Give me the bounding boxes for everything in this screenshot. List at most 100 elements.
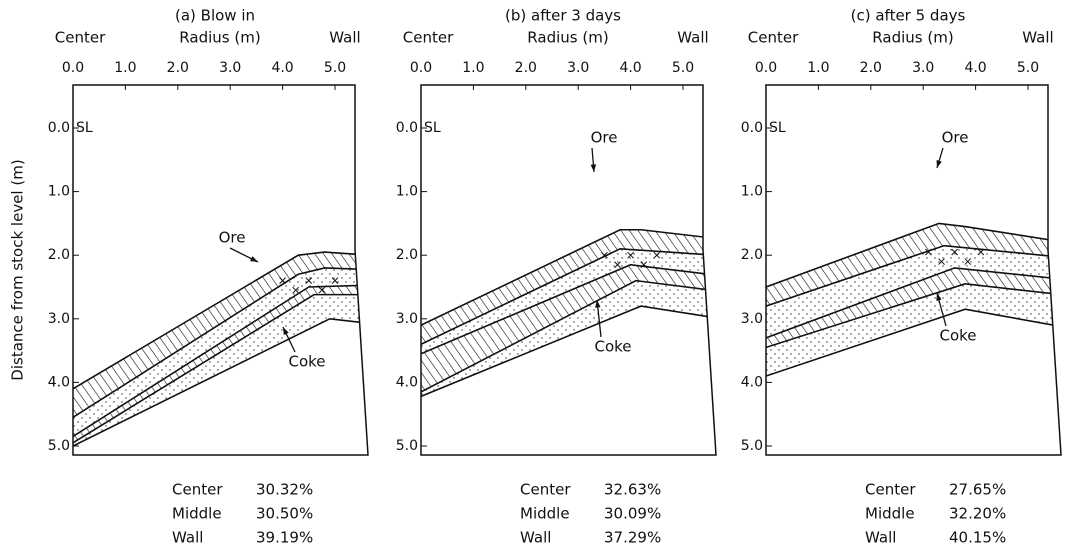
summary-label: Middle (865, 505, 915, 523)
y-tick-label: 2.0 (48, 247, 70, 263)
x-tick-label: 2.0 (860, 60, 882, 76)
y-tick-label: 1.0 (396, 184, 418, 200)
summary-value: 40.15% (949, 529, 1006, 547)
y-tick-label: 5.0 (396, 438, 418, 454)
panel-title: (c) after 5 days (851, 7, 966, 25)
summary-value: 30.09% (604, 505, 661, 523)
coke-arrowhead (595, 300, 601, 308)
burden-layers (421, 228, 716, 398)
stock-level: SL (424, 120, 441, 136)
sample-mark (331, 277, 339, 284)
sample-mark (951, 248, 958, 256)
x-tick-label: 5.0 (324, 60, 346, 76)
layer-boundary (421, 305, 716, 398)
x-tick-label: 2.0 (515, 60, 537, 76)
y-tick-label: 0.0 (396, 120, 418, 136)
x-tick-label: 0.0 (62, 60, 84, 76)
y-tick-label: 2.0 (741, 247, 763, 263)
summary-label: Center (865, 481, 916, 499)
layer-boundary (766, 222, 1061, 288)
burden-layers (766, 222, 1061, 377)
summary-value: 37.29% (604, 529, 661, 547)
coke-layer (766, 245, 1061, 338)
summary-value: 27.65% (949, 481, 1006, 499)
sample-mark (964, 258, 972, 265)
ore-label: Ore (219, 229, 246, 247)
x-tick-label: 5.0 (672, 60, 694, 76)
burden-layers (73, 251, 368, 447)
coke-label: Coke (939, 327, 976, 345)
sample-mark (640, 261, 648, 269)
x-header-right: Wall (1022, 29, 1053, 47)
layer-boundary (73, 283, 368, 438)
sample-mark (938, 258, 945, 265)
y-tick-label: 3.0 (48, 311, 70, 327)
x-header-middle: Radius (m) (527, 29, 608, 47)
ore-layer (421, 229, 716, 345)
ore-label: Ore (942, 129, 969, 147)
layer-boundary (73, 317, 368, 447)
ore-layer (766, 267, 1061, 348)
sample-mark (318, 286, 326, 294)
y-tick-label: 4.0 (48, 374, 70, 390)
layer-boundary (73, 293, 368, 444)
x-header-left: Center (403, 29, 454, 47)
x-tick-label: 0.0 (755, 60, 777, 76)
x-header-middle: Radius (m) (179, 29, 260, 47)
x-tick-label: 0.0 (410, 60, 432, 76)
sample-mark (305, 277, 313, 284)
summary-label: Middle (172, 505, 222, 523)
x-tick-label: 2.0 (167, 60, 189, 76)
summary-label: Wall (172, 529, 203, 547)
summary-label: Center (520, 481, 571, 499)
y-tick-label: 5.0 (48, 438, 70, 454)
coke-arrowhead (283, 327, 289, 335)
y-tick-label: 3.0 (741, 311, 763, 327)
summary-label: Wall (865, 529, 896, 547)
y-tick-label: 1.0 (48, 184, 70, 200)
y-tick-label: 4.0 (396, 374, 418, 390)
x-header-middle: Radius (m) (872, 29, 953, 47)
x-tick-label: 3.0 (219, 60, 241, 76)
x-tick-label: 3.0 (912, 60, 934, 76)
ore-layer (421, 264, 716, 392)
y-tick-label: 0.0 (741, 120, 763, 136)
x-tick-label: 3.0 (567, 60, 589, 76)
layer-boundary (421, 263, 716, 355)
coke-layer (766, 283, 1061, 377)
panel-frame (72, 84, 369, 456)
summary-label: Wall (520, 529, 551, 547)
coke-label: Coke (288, 353, 325, 371)
layer-boundary (73, 251, 368, 390)
coke-label: Coke (594, 338, 631, 356)
coke-arrowhead (936, 293, 942, 301)
y-tick-label: 3.0 (396, 311, 418, 327)
y-tick-label: 5.0 (741, 438, 763, 454)
sample-mark (614, 261, 621, 269)
ore-arrowhead (250, 256, 258, 262)
layer-boundary (421, 228, 716, 326)
y-tick-label: 4.0 (741, 374, 763, 390)
ore-arrowhead (936, 160, 942, 168)
x-header-left: Center (748, 29, 799, 47)
stock-level: SL (76, 120, 93, 136)
y-tick-label: 0.0 (48, 120, 70, 136)
sample-mark (925, 248, 932, 256)
y-tick-label: 1.0 (741, 184, 763, 200)
panel-title: (a) Blow in (175, 7, 255, 25)
summary-value: 39.19% (256, 529, 313, 547)
panel-frame (765, 84, 1062, 456)
panel-frame (420, 84, 717, 456)
panel: (a) Blow in Center Radius (m) Wall 0.0 1.0 2.0… (48, 7, 369, 547)
x-tick-label: 1.0 (462, 60, 484, 76)
x-header-left: Center (55, 29, 106, 47)
coke-layer (421, 280, 716, 397)
sample-mark (977, 248, 985, 256)
x-tick-label: 5.0 (1017, 60, 1039, 76)
sample-mark (279, 277, 286, 284)
panel: (b) after 3 days Center Radius (m) Wall 0.0 1… (396, 7, 717, 547)
layer-boundary (73, 267, 368, 419)
sample-mark (292, 286, 300, 294)
